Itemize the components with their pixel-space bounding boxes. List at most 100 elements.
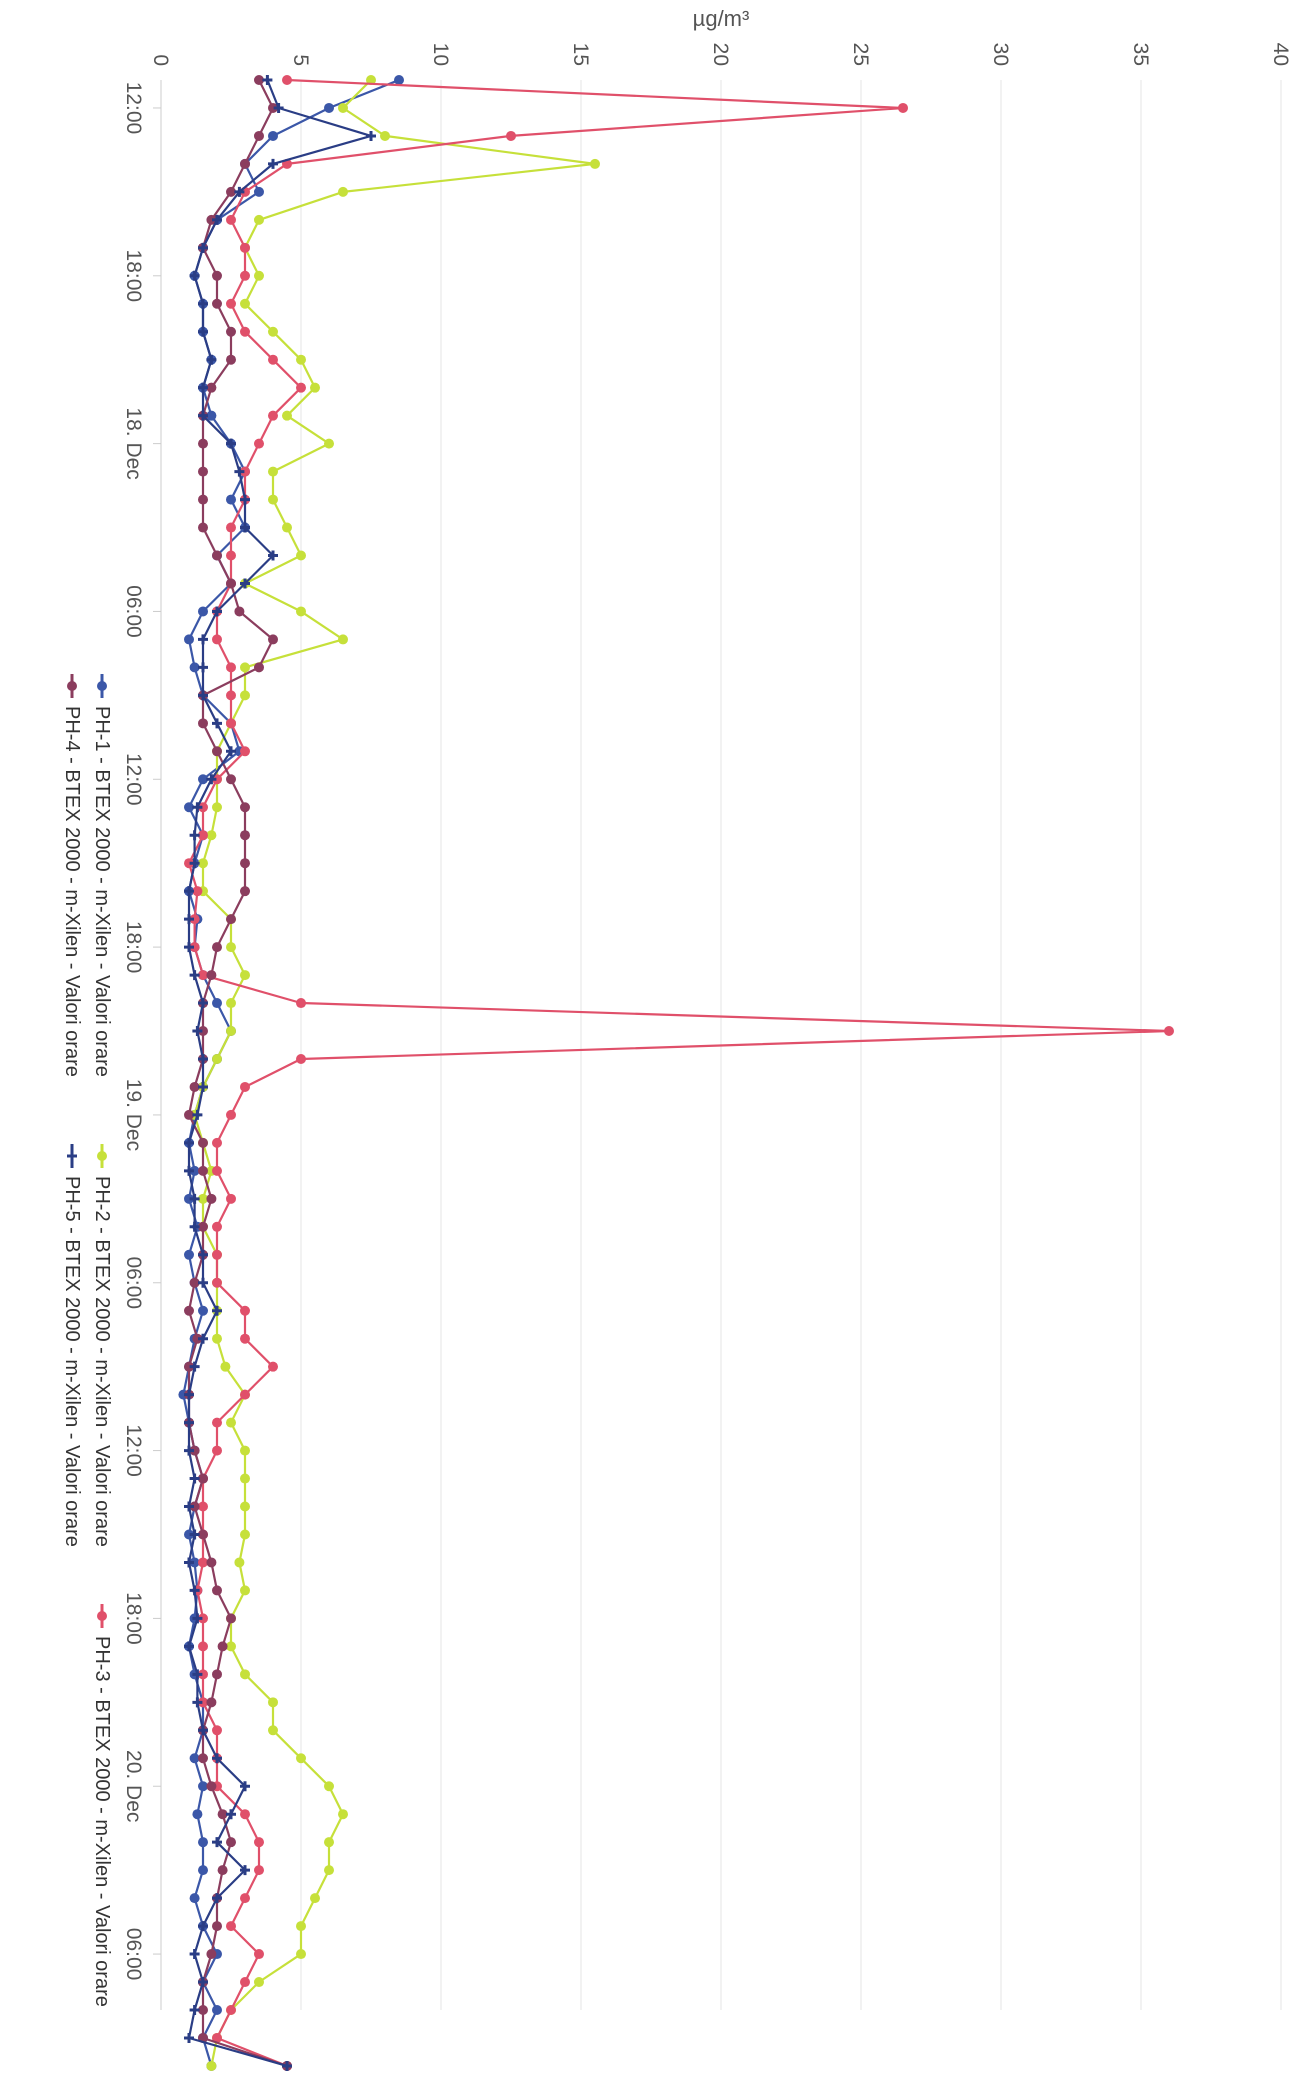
data-point — [226, 662, 236, 673]
data-point — [212, 1137, 222, 1148]
data-point — [192, 1669, 203, 1680]
data-point — [226, 494, 236, 505]
data-point — [240, 1893, 250, 1904]
data-point — [282, 2060, 292, 2071]
x-tick-label: 06:00 — [122, 1928, 145, 1981]
data-point — [198, 802, 208, 813]
x-tick-label: 18:00 — [122, 1592, 145, 1645]
data-point — [226, 774, 236, 785]
data-point — [226, 2005, 236, 2015]
data-point — [310, 382, 320, 393]
data-point — [198, 2005, 208, 2015]
series-line — [193, 79, 597, 2067]
x-tick-label: 06:00 — [122, 585, 145, 638]
data-point — [226, 186, 236, 197]
data-point — [240, 242, 250, 253]
data-point — [324, 438, 334, 449]
data-point — [226, 298, 236, 309]
data-point — [189, 1501, 200, 1512]
data-point — [226, 1109, 236, 1120]
data-point — [268, 326, 278, 337]
y-tick-label: 15 — [569, 43, 592, 66]
series-1 — [178, 75, 404, 2071]
y-tick-label: 40 — [1269, 43, 1292, 66]
data-point — [226, 690, 236, 701]
data-point — [206, 1557, 217, 1568]
series-4 — [184, 75, 292, 2071]
data-point — [212, 298, 222, 309]
data-point — [226, 1613, 236, 1624]
data-point — [198, 1193, 208, 1204]
data-point — [212, 1249, 222, 1260]
data-point — [240, 1333, 250, 1344]
data-point — [240, 158, 250, 169]
data-point — [282, 522, 292, 533]
data-point — [198, 494, 208, 505]
data-point — [206, 2060, 217, 2071]
data-point — [226, 522, 236, 533]
data-point — [212, 1753, 222, 1764]
data-point — [212, 1277, 222, 1288]
data-point — [226, 1026, 236, 1037]
data-point — [226, 998, 236, 1009]
data-point — [212, 606, 222, 617]
data-point — [240, 886, 250, 897]
y-tick-label: 10 — [429, 43, 452, 66]
data-point — [240, 1809, 250, 1820]
data-point — [198, 410, 208, 421]
data-point — [184, 914, 194, 925]
data-point — [240, 830, 250, 841]
data-point — [268, 550, 278, 561]
series-2 — [189, 75, 600, 2071]
data-point — [189, 1277, 200, 1288]
data-point — [212, 1165, 222, 1176]
data-point — [240, 746, 250, 757]
data-point — [184, 1529, 194, 1540]
data-point — [184, 1137, 194, 1148]
data-point — [240, 1389, 250, 1400]
data-point — [254, 214, 264, 225]
data-point — [212, 942, 222, 953]
series-3 — [184, 75, 1174, 2071]
data-point — [268, 494, 278, 505]
data-point — [240, 1781, 250, 1792]
data-point — [226, 578, 236, 589]
data-point — [192, 1333, 203, 1344]
data-point — [212, 2032, 222, 2043]
legend-item: PH-3 - BTEX 2000 - m-Xilen - Valori orar… — [91, 1604, 113, 2007]
data-point — [226, 1417, 236, 1428]
data-point — [212, 634, 222, 645]
data-point — [206, 830, 217, 841]
data-point — [394, 75, 404, 85]
data-point — [268, 102, 278, 113]
data-point — [898, 102, 908, 113]
data-point — [220, 1361, 231, 1372]
data-point — [184, 1641, 194, 1652]
data-point — [189, 662, 200, 673]
data-point — [240, 690, 250, 701]
data-point — [206, 1697, 217, 1708]
data-point — [192, 886, 203, 897]
data-point — [184, 1193, 194, 1204]
data-point — [212, 214, 222, 225]
data-point — [268, 1697, 278, 1708]
legend-swatch-marker — [67, 1151, 77, 1161]
data-point — [268, 354, 278, 365]
data-point — [198, 1473, 208, 1484]
data-point — [212, 802, 222, 813]
data-point — [198, 1725, 208, 1736]
data-point — [198, 1165, 208, 1176]
data-point — [212, 1053, 222, 1064]
data-point — [212, 1837, 222, 1848]
data-point — [198, 242, 208, 253]
data-point — [184, 1305, 194, 1316]
data-point — [198, 1641, 208, 1652]
y-axis-label: µg/m³ — [693, 6, 750, 31]
data-point — [240, 1865, 250, 1876]
data-point — [206, 1949, 217, 1960]
data-point — [338, 102, 348, 113]
series-line — [187, 78, 1171, 2067]
data-point — [254, 75, 264, 85]
data-point — [268, 130, 278, 141]
